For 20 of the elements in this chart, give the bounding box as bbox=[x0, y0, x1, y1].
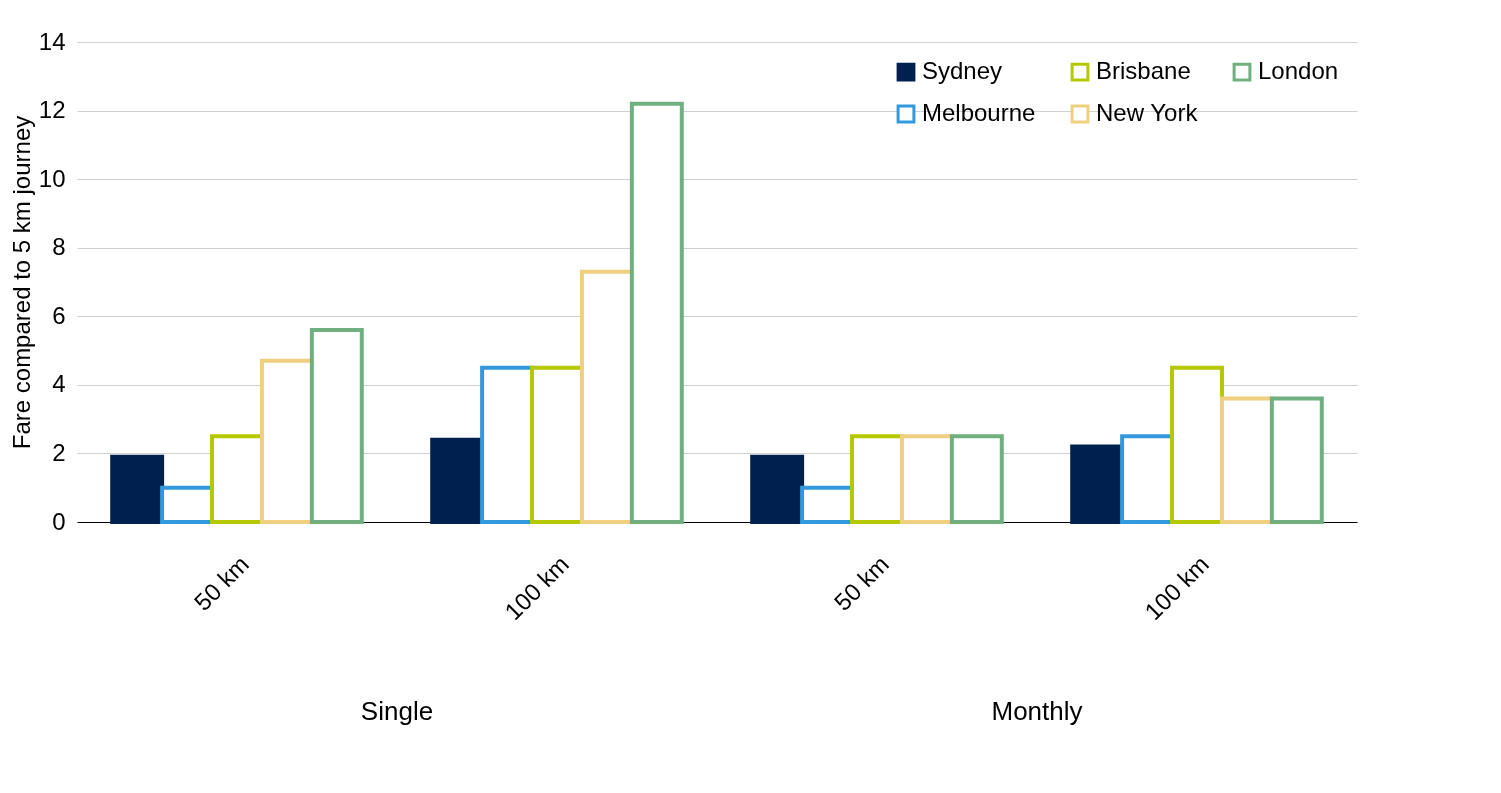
legend-label: Sydney bbox=[922, 57, 1003, 85]
text: Single bbox=[360, 696, 434, 726]
y-tick-label: 14 bbox=[38, 27, 66, 55]
y-tick-label: 10 bbox=[38, 164, 66, 192]
x-tick-label: 50 km bbox=[188, 550, 254, 616]
y-tick-label: 8 bbox=[52, 233, 66, 261]
legend-label: London bbox=[1258, 57, 1339, 85]
x-tick-label: 50 km bbox=[828, 550, 894, 616]
y-tick-label: 4 bbox=[52, 370, 66, 398]
y-tick-label: 0 bbox=[52, 507, 66, 535]
y-axis-title: Fare compared to 5 km journey bbox=[7, 115, 35, 450]
legend-label: New York bbox=[1096, 99, 1199, 126]
legend-label: Melbourne bbox=[922, 99, 1036, 126]
y-tick-label: 6 bbox=[52, 301, 66, 329]
y-tick-label: 2 bbox=[52, 438, 66, 466]
x-tick-label: 100 km bbox=[499, 550, 574, 626]
legend-label: Brisbane bbox=[1096, 57, 1191, 85]
y-tick-label: 12 bbox=[38, 96, 66, 124]
x-tick-label: 100 km bbox=[1139, 550, 1214, 626]
text: Monthly bbox=[991, 696, 1083, 726]
